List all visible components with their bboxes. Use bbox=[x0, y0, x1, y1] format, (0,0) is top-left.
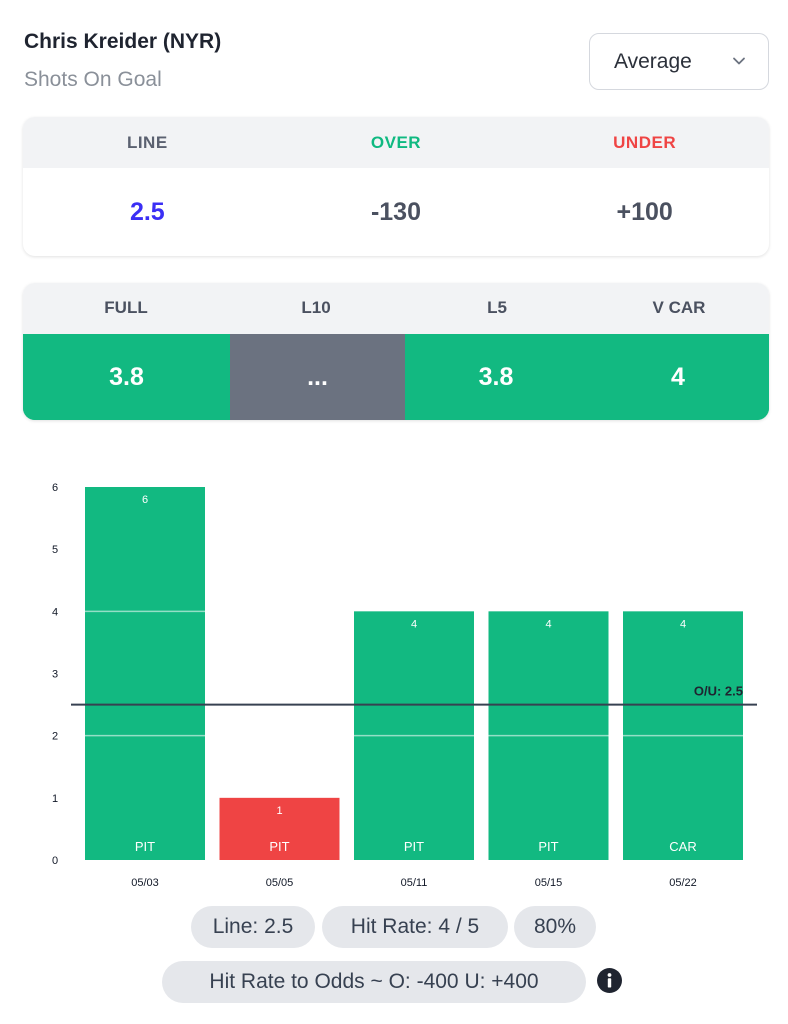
x-tick-label: 05/22 bbox=[669, 877, 697, 889]
dropdown-value: Average bbox=[614, 49, 692, 73]
averages-values: 3.8 ... 3.8 4 bbox=[23, 334, 769, 420]
line-value: 2.5 bbox=[129, 197, 165, 226]
player-name: Chris Kreider (NYR) bbox=[24, 30, 222, 53]
bar-value-label: 1 bbox=[276, 805, 282, 817]
bar-value-label: 6 bbox=[142, 494, 148, 506]
y-tick-label: 6 bbox=[52, 482, 58, 494]
x-tick-label: 05/11 bbox=[401, 877, 428, 889]
bar bbox=[219, 797, 340, 860]
info-icon[interactable] bbox=[596, 967, 623, 994]
bar bbox=[85, 487, 205, 860]
hit-rate-pill: Hit Rate: 4 / 5 bbox=[322, 906, 508, 948]
x-tick-label: 05/05 bbox=[266, 877, 294, 889]
hit-rate-odds-pill: Hit Rate to Odds ~ O: -400 U: +400 bbox=[162, 961, 586, 1003]
stat-name: Shots On Goal bbox=[24, 68, 162, 91]
averages-card: FULL L10 L5 V CAR 3.8 ... 3.8 4 bbox=[23, 283, 769, 420]
x-tick-label: 05/15 bbox=[535, 877, 563, 889]
y-tick-label: 4 bbox=[52, 606, 58, 618]
avg-label-l10: L10 bbox=[301, 298, 331, 317]
avg-label-full: FULL bbox=[104, 298, 148, 317]
over-under-label: O/U: 2.5 bbox=[694, 684, 743, 699]
y-tick-label: 5 bbox=[52, 544, 58, 556]
y-tick-label: 1 bbox=[52, 793, 58, 805]
avg-value-full: 3.8 bbox=[23, 334, 230, 420]
over-odds: -130 bbox=[370, 197, 421, 226]
line-card-header: LINE OVER UNDER bbox=[23, 117, 769, 168]
average-dropdown[interactable]: Average bbox=[589, 33, 769, 90]
averages-header: FULL L10 L5 V CAR bbox=[23, 283, 769, 334]
avg-value-l10: ... bbox=[230, 334, 405, 420]
x-tick-label: 05/03 bbox=[131, 877, 159, 889]
bar-opponent-label: PIT bbox=[269, 839, 289, 854]
line-card-values: 2.5 -130 +100 bbox=[23, 168, 769, 256]
avg-label-l5: L5 bbox=[487, 298, 507, 317]
y-tick-label: 3 bbox=[52, 669, 58, 681]
line-pill: Line: 2.5 bbox=[191, 906, 315, 948]
bar-value-label: 4 bbox=[680, 618, 686, 630]
bar-opponent-label: PIT bbox=[135, 839, 155, 854]
shots-bar-chart: 0 1 2 3 4 5 6 6 PIT 05/03 1 PIT 05/05 4 PIT 05/11 4 PIT 05… bbox=[52, 482, 757, 889]
line-label: LINE bbox=[126, 132, 168, 152]
under-odds: +100 bbox=[616, 197, 673, 226]
bar-opponent-label: PIT bbox=[538, 839, 558, 854]
bar-value-label: 4 bbox=[411, 618, 417, 630]
avg-label-vcar: V CAR bbox=[652, 298, 706, 317]
y-tick-label: 2 bbox=[52, 731, 58, 743]
chevron-down-icon bbox=[733, 57, 745, 65]
line-card: LINE OVER UNDER 2.5 -130 +100 bbox=[23, 117, 769, 256]
avg-value-vcar: 4 bbox=[587, 334, 769, 420]
over-label: OVER bbox=[370, 132, 422, 152]
hit-pct-pill: 80% bbox=[514, 906, 596, 948]
bar-opponent-label: CAR bbox=[669, 839, 696, 854]
bar-opponent-label: PIT bbox=[404, 839, 424, 854]
avg-value-l5: 3.8 bbox=[405, 334, 587, 420]
bar-value-label: 4 bbox=[545, 618, 551, 630]
y-tick-label: 0 bbox=[52, 855, 58, 867]
under-label: UNDER bbox=[613, 132, 677, 152]
